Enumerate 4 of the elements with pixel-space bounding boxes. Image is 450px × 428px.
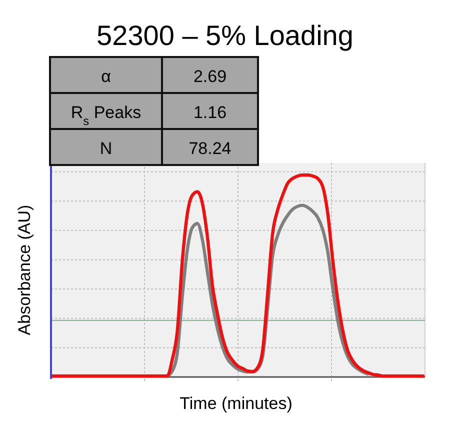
- stats-table: α 2.69 R$_{s}$ Peaks 1.16 N 78.24: [49, 56, 259, 166]
- chart-title: 52300 – 5% Loading: [96, 20, 354, 51]
- y-axis-title: Absorbance (AU): [15, 204, 34, 336]
- x-axis-title: Time (minutes): [180, 394, 292, 413]
